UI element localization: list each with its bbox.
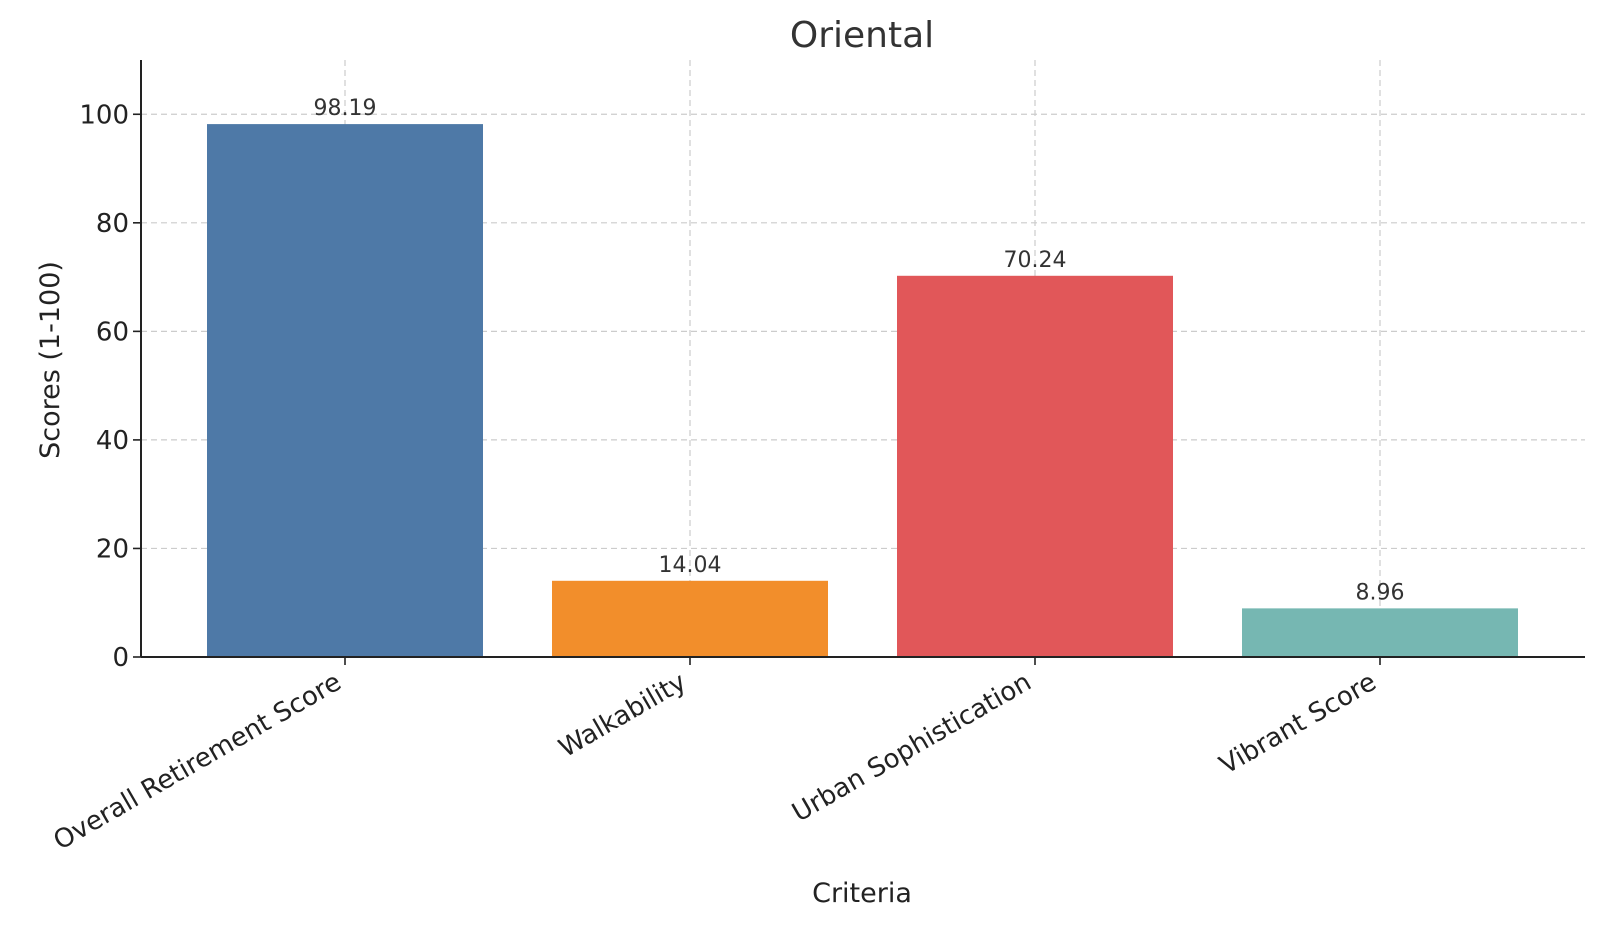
bars (207, 124, 1518, 658)
bar (207, 124, 483, 658)
y-tick-label: 60 (96, 317, 129, 347)
x-tick-label: Walkability (554, 667, 692, 764)
y-tick-label: 0 (112, 643, 129, 673)
x-tick-label: Urban Sophistication (787, 667, 1036, 828)
y-tick-label: 40 (96, 426, 129, 456)
axes (133, 60, 1585, 665)
y-axis-label: Scores (1-100) (35, 261, 66, 459)
chart-title: Oriental (790, 15, 934, 56)
bar (897, 275, 1173, 657)
y-tick-label: 20 (96, 534, 129, 564)
bar-value-label: 98.19 (314, 96, 377, 121)
bar-value-label: 14.04 (659, 553, 722, 578)
bar (1242, 608, 1518, 657)
y-tick-label: 100 (79, 100, 129, 130)
x-axis-label: Criteria (812, 878, 912, 909)
bar-value-label: 8.96 (1356, 580, 1405, 605)
bar (552, 580, 828, 657)
x-tick-label: Vibrant Score (1215, 667, 1382, 781)
y-tick-label: 80 (96, 209, 129, 239)
x-tick-label: Overall Retirement Score (49, 667, 347, 856)
bar-value-label: 70.24 (1004, 248, 1067, 273)
